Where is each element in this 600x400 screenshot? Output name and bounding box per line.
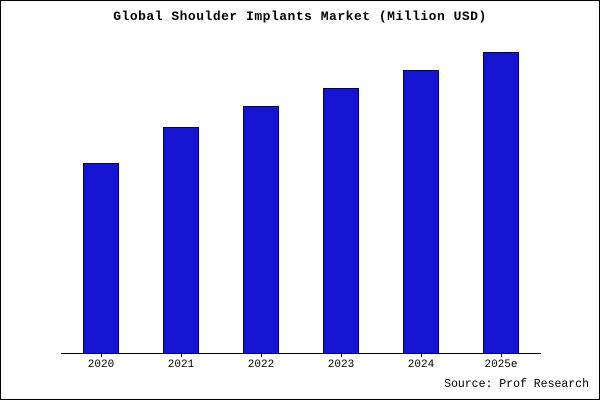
x-tick-label: 2021: [167, 359, 195, 371]
x-tick: [181, 353, 182, 357]
x-axis: 2020 2021 2022 2023 2024 2025e: [61, 353, 541, 375]
x-tick: [501, 353, 502, 357]
x-tick-label: 2024: [407, 359, 435, 371]
chart-title: Global Shoulder Implants Market (Million…: [113, 9, 487, 24]
bar-2025e: [483, 52, 519, 353]
x-tick-label: 2025e: [484, 359, 518, 371]
bar-2022: [243, 106, 279, 353]
x-tick: [421, 353, 422, 357]
plot-area: [61, 46, 541, 354]
x-tick-label: 2022: [247, 359, 275, 371]
x-tick: [341, 353, 342, 357]
bar-2021: [163, 127, 199, 353]
x-tick: [101, 353, 102, 357]
x-tick-label: 2023: [327, 359, 355, 371]
source-text: Source: Prof Research: [444, 378, 589, 391]
bar-2020: [83, 163, 119, 353]
bar-2023: [323, 88, 359, 353]
x-tick-label: 2020: [87, 359, 115, 371]
bar-2024: [403, 70, 439, 353]
x-tick: [261, 353, 262, 357]
